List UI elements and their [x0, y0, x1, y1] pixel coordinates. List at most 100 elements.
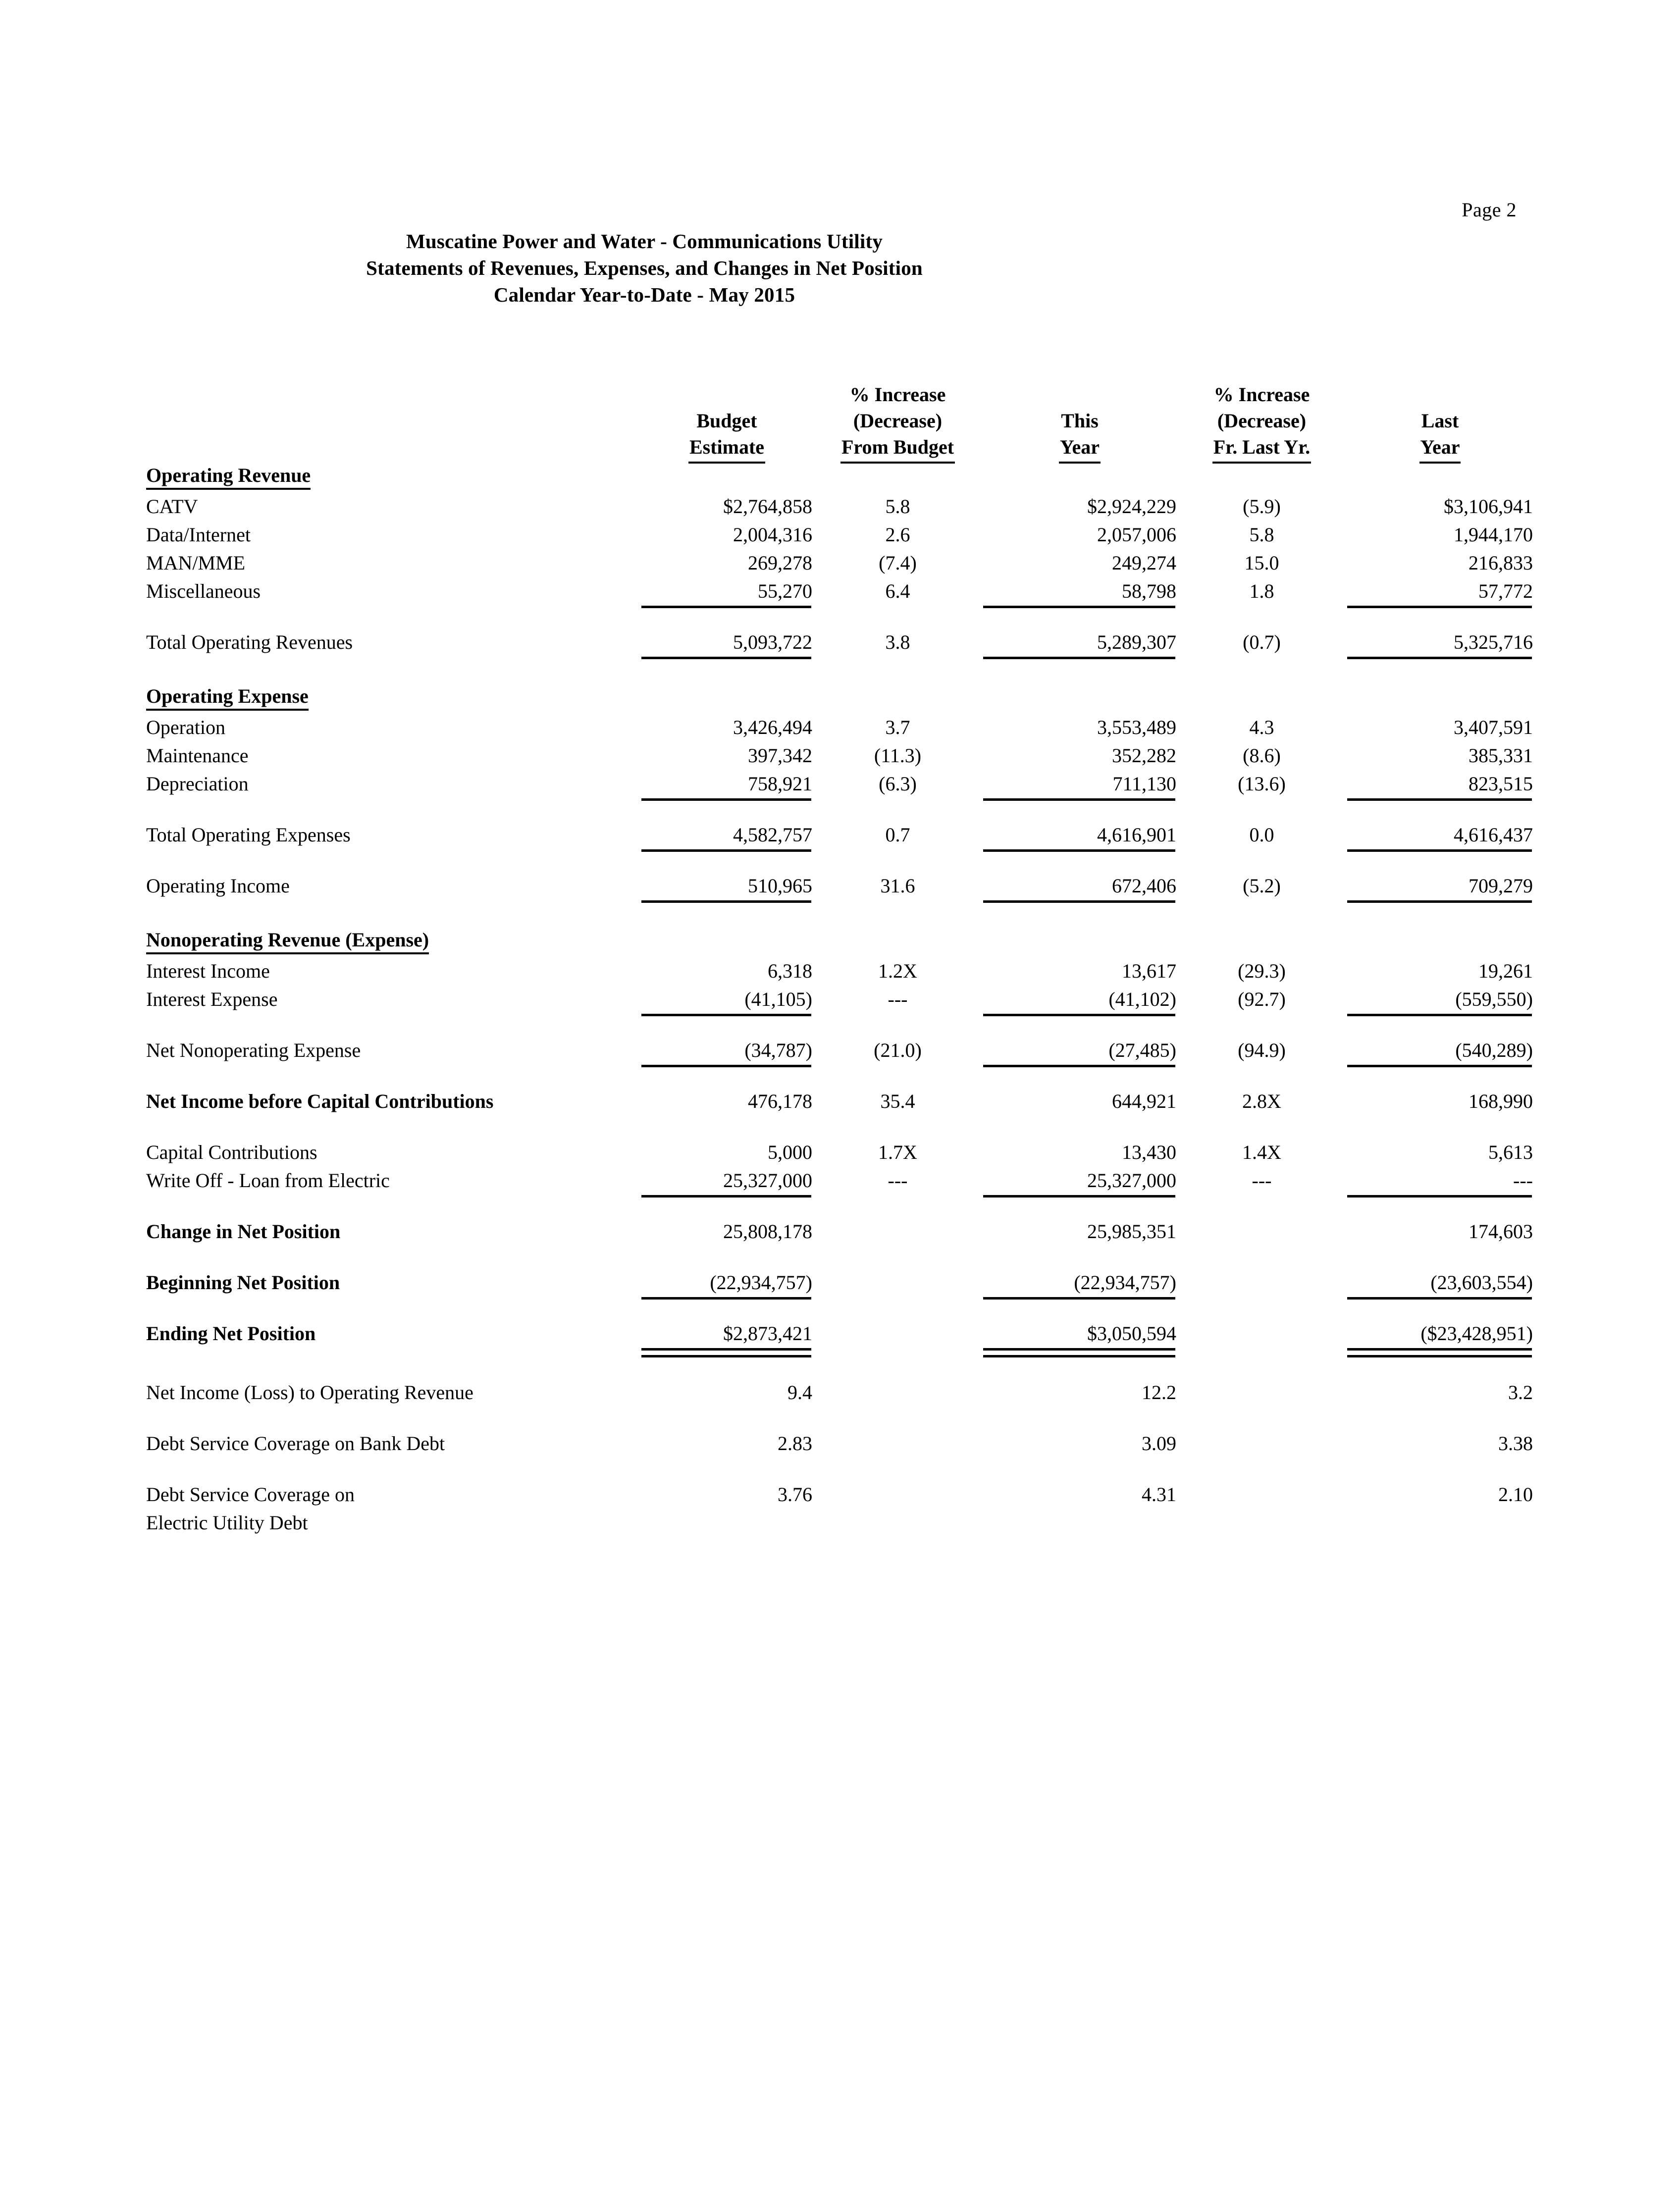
cell-budget: 25,327,000 — [641, 1164, 812, 1198]
table-row-debt-service-coverage-electric-continuation: Electric Utility Debt — [146, 1506, 1533, 1534]
table-row-man-mme: MAN/MME 269,278 (7.4) 249,274 15.0 216,8… — [146, 546, 1533, 574]
cell-pct-budget: (11.3) — [874, 744, 922, 767]
cell-this-year: 5,289,307 — [983, 625, 1176, 659]
row-label: Interest Income — [146, 960, 270, 982]
cell-last-year: 3.2 — [1508, 1381, 1533, 1404]
row-label: Total Operating Expenses — [146, 824, 351, 846]
title-line-1: Muscatine Power and Water - Communicatio… — [406, 230, 883, 253]
cell-last-year: 216,833 — [1469, 552, 1533, 574]
scan-speck-artifact — [0, 3, 7, 11]
col-header-this-year-bottom: Year — [1059, 434, 1101, 464]
cell-pct-last: (94.9) — [1238, 1039, 1286, 1061]
table-row-net-income-before-capital-contributions: Net Income before Capital Contributions … — [146, 1085, 1533, 1113]
col-header-pct-budget: % Increase (Decrease) From Budget — [812, 381, 983, 464]
cell-this-year: 12.2 — [1142, 1381, 1176, 1404]
cell-last-year: 57,772 — [1347, 574, 1533, 608]
cell-this-year: 249,274 — [1112, 552, 1176, 574]
cell-pct-budget — [812, 1376, 983, 1404]
row-label: Interest Expense — [146, 988, 278, 1010]
cell-last-year: 709,279 — [1347, 869, 1533, 903]
cell-last-year: (540,289) — [1347, 1034, 1533, 1067]
cell-pct-last: (92.7) — [1238, 988, 1286, 1010]
cell-budget: 5,093,722 — [641, 625, 812, 659]
row-label: Maintenance — [146, 744, 249, 767]
table-row-depreciation: Depreciation 758,921 (6.3) 711,130 (13.6… — [146, 767, 1533, 801]
row-label: Net Income (Loss) to Operating Revenue — [146, 1381, 473, 1404]
cell-last-year: 385,331 — [1469, 744, 1533, 767]
cell-budget: 3.76 — [778, 1483, 812, 1506]
section-heading-operating-expense: Operating Expense — [146, 684, 1533, 711]
cell-last-year: --- — [1347, 1164, 1533, 1198]
cell-budget: (34,787) — [641, 1034, 812, 1067]
cell-pct-budget: 0.7 — [885, 824, 910, 846]
cell-this-year: (22,934,757) — [983, 1266, 1176, 1300]
col-header-pct-budget-bottom: From Budget — [840, 434, 955, 464]
row-label: Change in Net Position — [146, 1220, 341, 1243]
table-row-change-in-net-position: Change in Net Position 25,808,178 25,985… — [146, 1215, 1533, 1243]
table-row-operation: Operation 3,426,494 3.7 3,553,489 4.3 3,… — [146, 711, 1533, 739]
cell-last-year: 3.38 — [1498, 1432, 1533, 1455]
cell-budget: 3,426,494 — [733, 716, 812, 738]
cell-this-year: 4.31 — [1142, 1483, 1176, 1506]
cell-pct-budget — [812, 1317, 983, 1345]
cell-pct-last: (5.9) — [1243, 495, 1281, 518]
cell-budget: 25,808,178 — [723, 1220, 812, 1243]
cell-this-year: (27,485) — [983, 1034, 1176, 1067]
scan-speck-artifact — [0, 0, 4, 3]
table-row-ending-net-position: Ending Net Position $2,873,421 $3,050,59… — [146, 1317, 1533, 1351]
table-row-maintenance: Maintenance 397,342 (11.3) 352,282 (8.6)… — [146, 739, 1533, 767]
table-row-total-operating-revenues: Total Operating Revenues 5,093,722 3.8 5… — [146, 625, 1533, 659]
table-row-beginning-net-position: Beginning Net Position (22,934,757) (22,… — [146, 1266, 1533, 1300]
row-label: Operating Income — [146, 875, 290, 897]
cell-pct-last: 1.8 — [1249, 580, 1274, 602]
cell-budget: 2,004,316 — [733, 523, 812, 546]
title-line-3: Calendar Year-to-Date - May 2015 — [493, 283, 795, 306]
row-label: Operation — [146, 716, 225, 738]
row-label: MAN/MME — [146, 552, 246, 574]
cell-pct-budget: --- — [888, 1169, 908, 1192]
col-header-label — [146, 381, 641, 464]
row-label: Net Income before Capital Contributions — [146, 1090, 494, 1112]
cell-this-year: 25,985,351 — [1087, 1220, 1176, 1243]
row-label: Net Nonoperating Expense — [146, 1039, 361, 1061]
row-label: Ending Net Position — [146, 1322, 316, 1345]
cell-pct-budget — [812, 1427, 983, 1455]
cell-this-year: 672,406 — [983, 869, 1176, 903]
table-row-miscellaneous: Miscellaneous 55,270 6.4 58,798 1.8 57,7… — [146, 574, 1533, 608]
section-heading-operating-revenue: Operating Revenue — [146, 464, 1533, 490]
cell-this-year: 13,617 — [1122, 960, 1176, 982]
cell-this-year: 4,616,901 — [983, 818, 1176, 852]
row-label: Debt Service Coverage on — [146, 1483, 355, 1506]
cell-pct-last — [1176, 1215, 1347, 1243]
cell-last-year: 5,325,716 — [1347, 625, 1533, 659]
cell-last-year: 174,603 — [1469, 1220, 1533, 1243]
table-row-capital-contributions: Capital Contributions 5,000 1.7X 13,430 … — [146, 1136, 1533, 1164]
table-row-net-nonoperating-expense: Net Nonoperating Expense (34,787) (21.0)… — [146, 1034, 1533, 1067]
cell-budget: 269,278 — [748, 552, 812, 574]
cell-pct-last: (29.3) — [1238, 960, 1286, 982]
table-row-operating-income: Operating Income 510,965 31.6 672,406 (5… — [146, 869, 1533, 903]
page-number: Page 2 — [1462, 199, 1517, 221]
cell-pct-last: --- — [1252, 1169, 1272, 1192]
col-header-last-year: Last Year — [1347, 381, 1533, 464]
cell-this-year: $2,924,229 — [1087, 495, 1176, 518]
cell-budget: 55,270 — [641, 574, 812, 608]
cell-last-year: 168,990 — [1469, 1090, 1533, 1112]
cell-pct-last: 5.8 — [1249, 523, 1274, 546]
row-label: Debt Service Coverage on Bank Debt — [146, 1432, 445, 1455]
col-header-last-year-mid: Last — [1421, 410, 1459, 432]
row-label: Total Operating Revenues — [146, 631, 353, 653]
cell-pct-budget: (7.4) — [879, 552, 917, 574]
cell-pct-last — [1176, 1317, 1347, 1345]
cell-budget: 476,178 — [748, 1090, 812, 1112]
cell-last-year: 823,515 — [1347, 767, 1533, 801]
cell-this-year: 644,921 — [1112, 1090, 1176, 1112]
table-row-debt-service-coverage-electric-utility-debt: Debt Service Coverage on 3.76 4.31 2.10 — [146, 1478, 1533, 1506]
section-heading-nonoperating: Nonoperating Revenue (Expense) — [146, 928, 1533, 954]
cell-budget: 9.4 — [788, 1381, 812, 1404]
cell-pct-budget: 3.8 — [885, 631, 910, 653]
cell-this-year: 25,327,000 — [983, 1164, 1176, 1198]
cell-pct-last — [1176, 1376, 1347, 1404]
col-header-pct-last-year: % Increase (Decrease) Fr. Last Yr. — [1176, 381, 1347, 464]
cell-pct-last: 2.8X — [1242, 1090, 1281, 1112]
